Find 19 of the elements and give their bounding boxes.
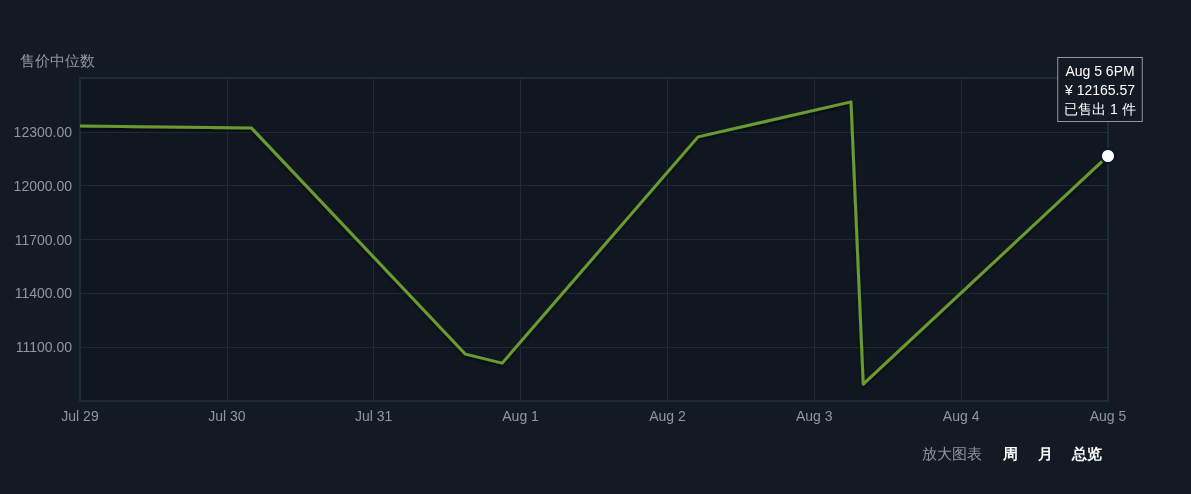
x-tick-label: Jul 31 xyxy=(355,408,393,424)
y-tick-label: 12300.00 xyxy=(13,123,73,140)
x-tick-label: Aug 4 xyxy=(942,408,980,424)
text: 放大图表 xyxy=(922,445,982,462)
text: 总览 xyxy=(1071,445,1102,462)
y-tick-label: 12000.00 xyxy=(13,177,73,194)
annotation: Aug 5 6PM ¥ 12165.57 已售出 1 件 xyxy=(1063,63,1136,118)
y-tick-label: 11100.00 xyxy=(15,339,73,356)
text: 周 xyxy=(1002,445,1018,462)
y-tick-label: 11700.00 xyxy=(14,231,73,248)
x-tick-label: Jul 30 xyxy=(208,408,246,424)
y-tick-label: 11400.00 xyxy=(14,285,73,302)
x-tick-label: Aug 2 xyxy=(649,408,686,424)
y-axis-title: 售价中位数 xyxy=(20,52,95,69)
x-tick-label: Aug 1 xyxy=(502,408,540,424)
x-tick-label: Jul 29 xyxy=(61,408,99,424)
text: 月 xyxy=(1037,445,1053,462)
x-tick-label: Aug 3 xyxy=(795,408,833,424)
x-tick-label: Aug 5 xyxy=(1089,408,1127,424)
